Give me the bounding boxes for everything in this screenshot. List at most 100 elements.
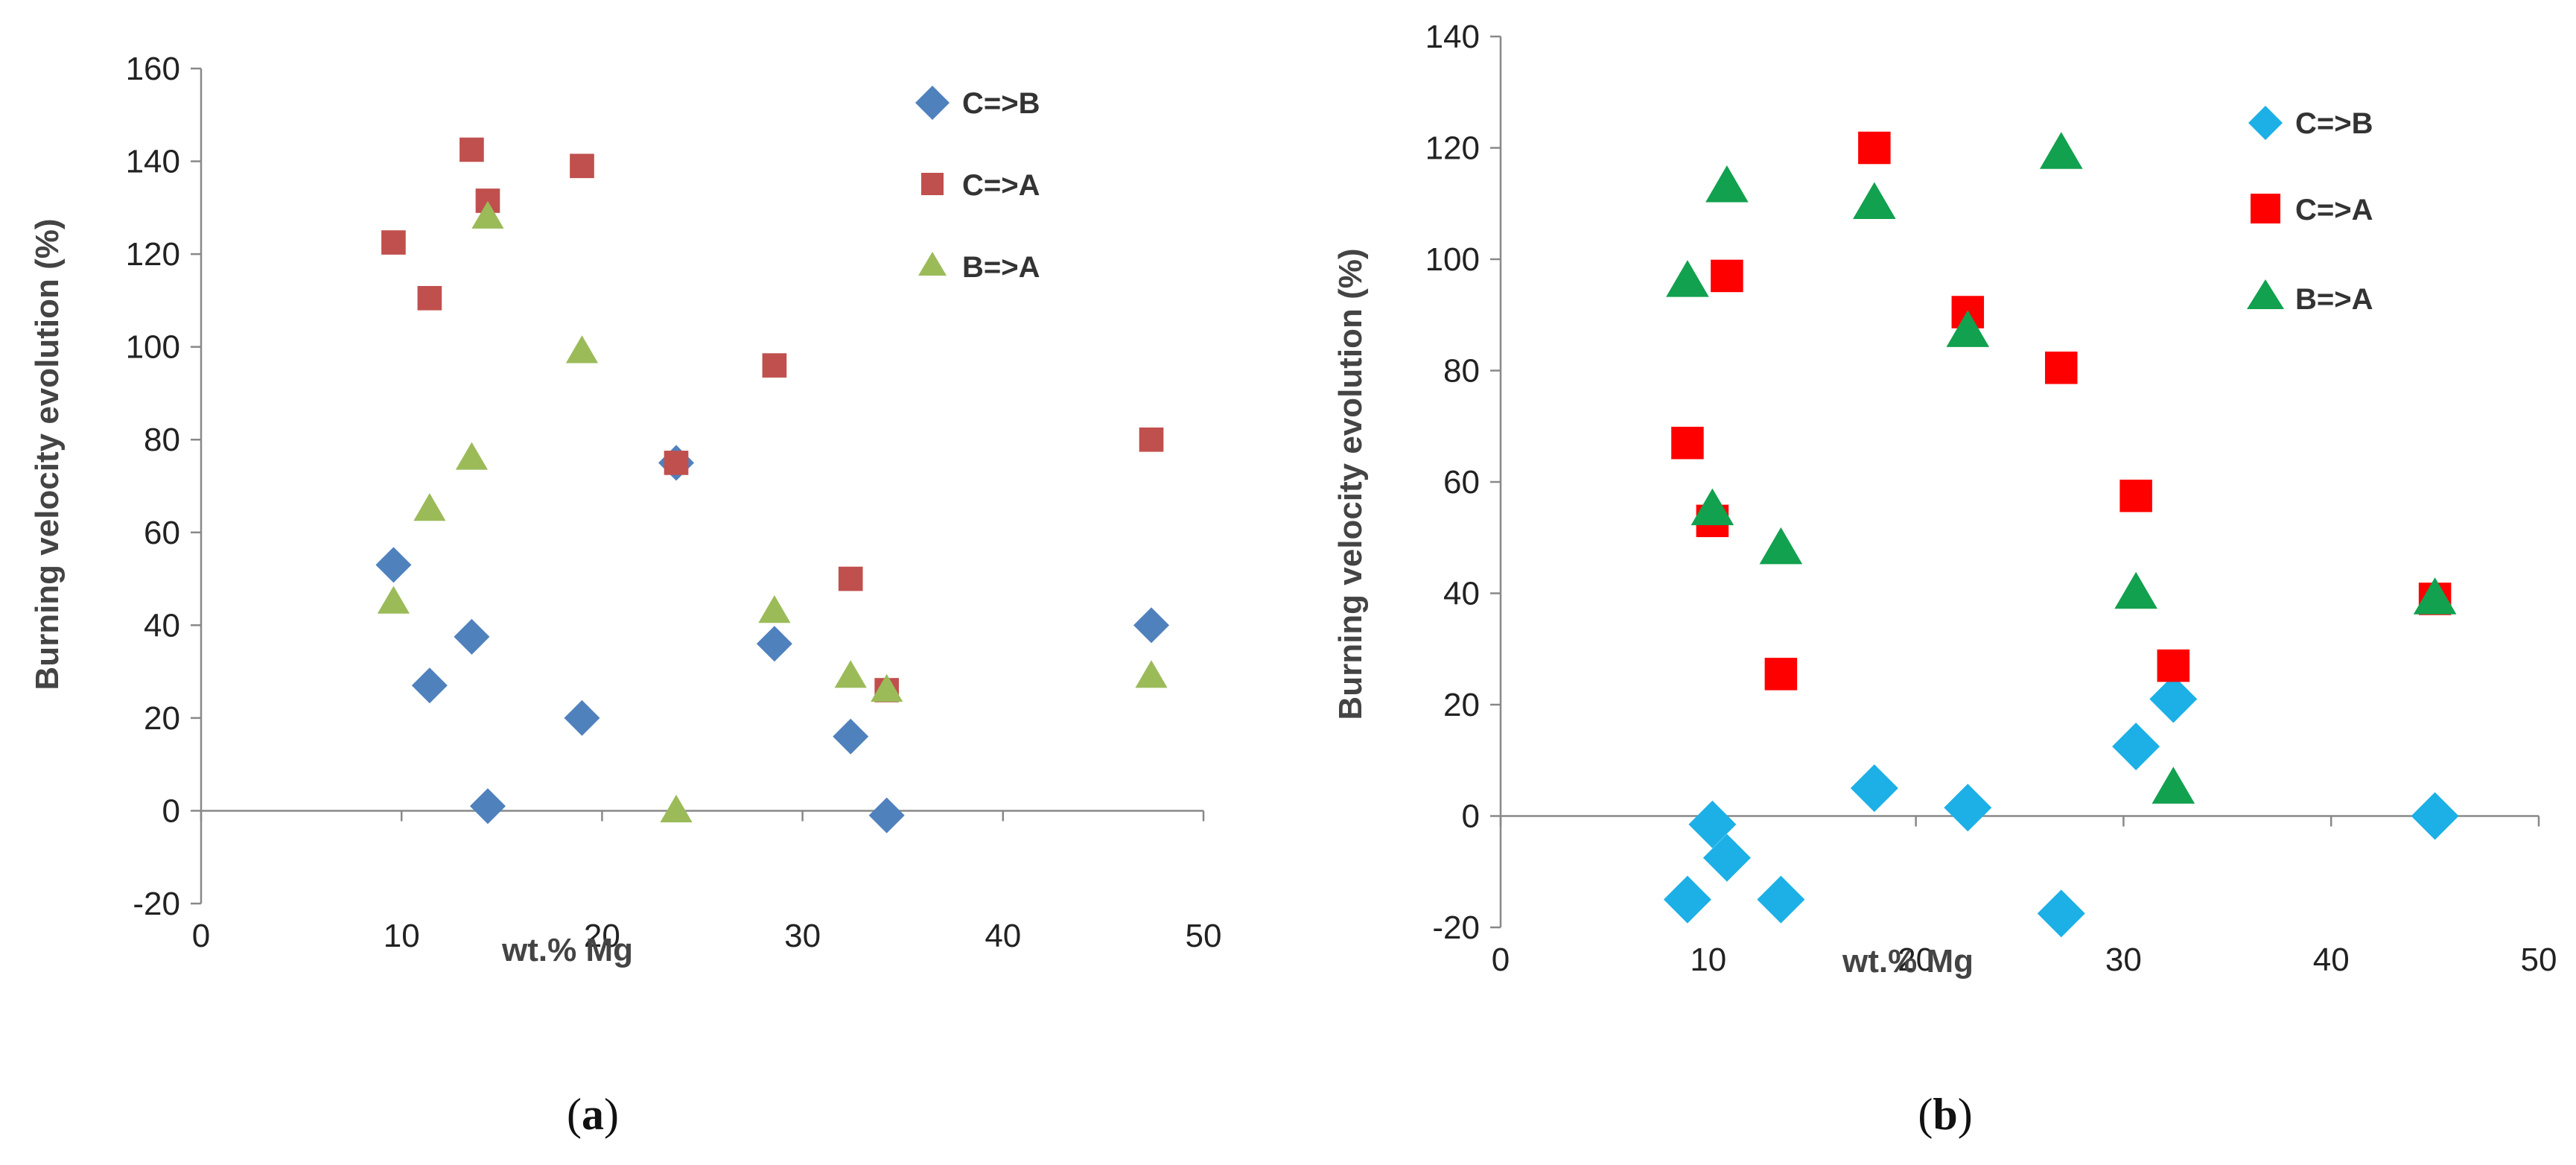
x-tick-label: 10 [1690, 942, 1726, 978]
legend-entry-c-to-b: C=>B [2248, 106, 2373, 140]
data-point-triangle [565, 335, 599, 364]
series-triangle [1666, 132, 2457, 804]
legend-label: C=>B [962, 87, 1040, 120]
data-point-diamond [2112, 723, 2160, 771]
data-point-triangle [1666, 260, 1709, 297]
y-tick-label: 20 [144, 700, 180, 737]
y-tick-label: -20 [1432, 910, 1480, 946]
data-point-diamond [2411, 792, 2459, 840]
y-tick-label: 100 [1425, 241, 1480, 278]
data-point-diamond [454, 618, 490, 655]
legend-label: B=>A [2295, 283, 2373, 316]
data-point-triangle [1691, 488, 1734, 526]
data-point-triangle [471, 200, 504, 229]
panel-caption-a: (a) [567, 1090, 619, 1139]
data-point-square [2157, 649, 2190, 682]
x-tick-label: 40 [985, 918, 1021, 954]
data-point-triangle [2039, 132, 2083, 169]
y-axis-title: Burning velocity evolution (%) [1332, 248, 1369, 720]
data-point-triangle [413, 493, 446, 521]
data-point-triangle [758, 595, 791, 623]
plot-area: -20 0 20 40 60 80 100 120 140 0 10 20 30 40 50 [1425, 19, 2557, 978]
data-point-square [2045, 352, 2078, 384]
x-axis-title: wt.% Mg [501, 932, 633, 968]
legend-marker-triangle [2247, 279, 2284, 309]
legend-label: C=>A [962, 169, 1040, 202]
data-point-diamond [375, 547, 412, 583]
legend-label: C=>B [2295, 107, 2373, 140]
y-tick-label: 140 [1425, 19, 1480, 55]
data-point-triangle [377, 585, 410, 614]
legend-marker-triangle [918, 252, 947, 276]
legend-label: C=>A [2295, 194, 2373, 226]
data-point-square [417, 285, 442, 311]
data-point-diamond [1702, 834, 1751, 882]
data-point-triangle [1759, 527, 1803, 565]
data-point-diamond [1944, 784, 1992, 832]
series-triangle [377, 200, 1168, 822]
data-point-triangle [455, 442, 489, 470]
data-point-diamond [868, 797, 905, 834]
data-point-square [762, 353, 787, 378]
x-tick-label: 50 [2521, 942, 2557, 978]
x-axis-title: wt.% Mg [1842, 943, 1974, 980]
x-tick-label: 20 [1898, 942, 1934, 978]
data-point-square [1139, 427, 1164, 452]
panel-caption-b: (b) [1918, 1090, 1972, 1139]
plot-area: -20 0 20 40 60 80 100 120 140 160 0 10 20 30 40 50 [126, 51, 1222, 954]
data-point-diamond [1688, 800, 1737, 848]
data-point-triangle [2152, 766, 2195, 804]
y-tick-label: 80 [1443, 353, 1480, 390]
legend-entry-b-to-a: B=>A [918, 251, 1040, 284]
data-point-diamond [2037, 889, 2085, 938]
data-point-diamond [1850, 764, 1898, 813]
data-point-triangle [1705, 165, 1749, 203]
y-tick-label: 100 [126, 329, 180, 366]
data-point-square [1858, 131, 1891, 165]
data-point-diamond [1133, 607, 1170, 644]
chart-panel-b: -20 0 20 40 60 80 100 120 140 0 10 20 30 40 50 wt.% Mg… [1332, 19, 2557, 1139]
legend-entry-c-to-a: C=>A [921, 169, 1040, 202]
x-tick-label: 20 [584, 918, 620, 954]
y-tick-label: 80 [144, 422, 180, 458]
data-point-triangle [2114, 571, 2157, 609]
data-point-square [1711, 259, 1743, 293]
data-point-diamond [564, 699, 600, 736]
data-point-square [838, 566, 863, 591]
data-point-triangle [660, 794, 693, 822]
x-tick-label: 50 [1186, 918, 1222, 954]
series-diamond [1663, 675, 2459, 938]
legend-marker-diamond [915, 86, 950, 120]
data-point-square [1671, 426, 1704, 460]
data-point-square [1764, 658, 1798, 691]
legend-entry-c-to-a: C=>A [2251, 194, 2373, 226]
x-tick-label: 30 [2105, 942, 2142, 978]
data-point-triangle [834, 660, 867, 688]
y-tick-label: 60 [1443, 464, 1480, 501]
x-tick-label: 40 [2313, 942, 2350, 978]
legend-marker-square [2251, 194, 2280, 223]
legend-label: B=>A [962, 251, 1040, 284]
x-tick-label: 0 [192, 918, 210, 954]
y-tick-label: 0 [162, 793, 180, 829]
data-point-triangle [2413, 577, 2457, 615]
legend-marker-diamond [2248, 106, 2283, 140]
data-point-diamond [1663, 875, 1711, 924]
y-tick-label: 120 [126, 236, 180, 273]
y-tick-label: 60 [144, 515, 180, 551]
data-point-diamond [2149, 675, 2198, 723]
legend-entry-c-to-b: C=>B [915, 86, 1040, 120]
data-point-square [459, 137, 484, 162]
data-point-diamond [833, 718, 869, 755]
legend: C=>B C=>A B=>A [2247, 106, 2373, 316]
chart-panel-a: -20 0 20 40 60 80 100 120 140 160 0 10 20 30 40 50 wt.%… [29, 51, 1221, 1139]
y-tick-label: 40 [144, 607, 180, 644]
data-point-square [381, 230, 406, 255]
data-point-square [664, 451, 689, 475]
y-tick-label: 120 [1425, 130, 1480, 167]
x-tick-label: 10 [384, 918, 420, 954]
x-tick-label: 0 [1492, 942, 1510, 978]
data-point-diamond [411, 667, 448, 704]
data-point-triangle [1946, 310, 1990, 347]
